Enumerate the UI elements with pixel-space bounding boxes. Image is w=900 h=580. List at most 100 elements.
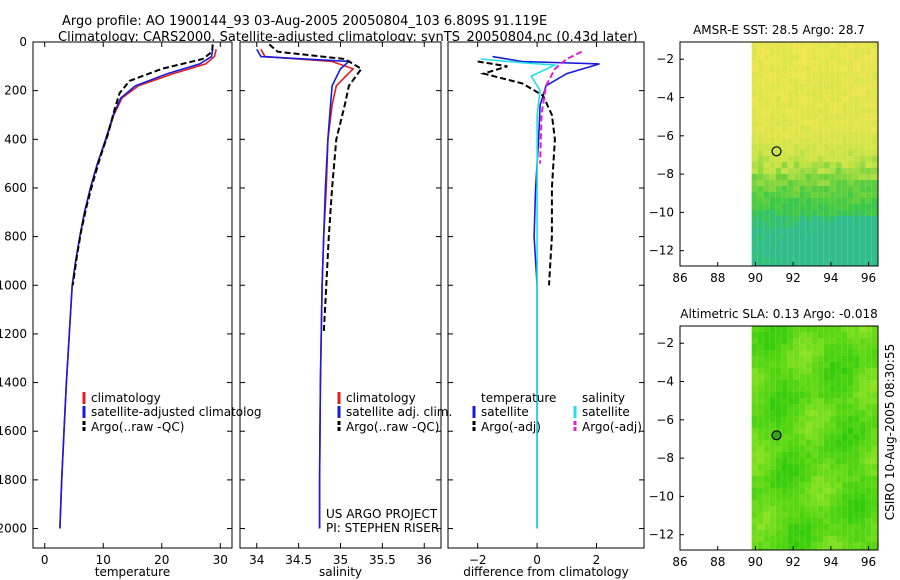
amsr-sst-map-cell — [871, 48, 878, 54]
altimetric-sla-map-cell — [757, 392, 764, 398]
amsr-sst-map-cell — [841, 162, 848, 168]
amsr-sst-map-cell — [799, 162, 806, 168]
altimetric-sla-map-cell — [853, 476, 860, 482]
amsr-sst-map-cell — [787, 174, 794, 180]
amsr-sst-map-cell — [799, 234, 806, 240]
amsr-sst-map-cell — [841, 96, 848, 102]
altimetric-sla-map-cell — [811, 344, 818, 350]
amsr-sst-map-cell — [793, 180, 800, 186]
altimetric-sla-map-cell — [871, 326, 878, 332]
amsr-sst-map-cell — [751, 72, 758, 78]
amsr-sst-map-cell — [823, 234, 830, 240]
salinity-xtick-label: 34.5 — [285, 553, 312, 567]
amsr-sst-map-cell — [805, 138, 812, 144]
altimetric-sla-map-cell — [865, 494, 872, 500]
amsr-sst-map-cell — [847, 48, 854, 54]
amsr-sst-map-cell — [775, 132, 782, 138]
amsr-sst-map-cell — [811, 198, 818, 204]
amsr-sst-map-cell — [835, 186, 842, 192]
amsr-sst-map-cell — [793, 72, 800, 78]
altimetric-sla-map-cell — [763, 488, 770, 494]
amsr-sst-map-cell — [787, 258, 794, 264]
amsr-sst-map-cell — [811, 228, 818, 234]
altimetric-sla-map-cell — [847, 494, 854, 500]
amsr-sst-map-cell — [865, 174, 872, 180]
amsr-sst-map-cell — [865, 156, 872, 162]
altimetric-sla-map-cell — [775, 392, 782, 398]
altimetric-sla-map-cell — [787, 404, 794, 410]
amsr-sst-map-cell — [829, 150, 836, 156]
amsr-sst-map-cell — [847, 114, 854, 120]
amsr-sst-map-cell — [853, 228, 860, 234]
amsr-sst-map-cell — [847, 60, 854, 66]
altimetric-sla-map-cell — [835, 464, 842, 470]
amsr-sst-map-cell — [793, 66, 800, 72]
altimetric-sla-map-cell — [781, 548, 788, 550]
altimetric-sla-map-cell — [835, 350, 842, 356]
amsr-sst-map-cell — [823, 126, 830, 132]
amsr-sst-map-cell — [757, 174, 764, 180]
altimetric-sla-map-cell — [787, 470, 794, 476]
altimetric-sla-map-cell — [859, 530, 866, 536]
altimetric-sla-map-cell — [811, 374, 818, 380]
amsr-sst-map-cell — [829, 204, 836, 210]
amsr-sst-map-cell — [817, 78, 824, 84]
temperature-ytick-label: 1800 — [0, 473, 27, 487]
amsr-sst-map-cell — [865, 96, 872, 102]
altimetric-sla-map-cell — [811, 398, 818, 404]
altimetric-sla-map-cell — [811, 458, 818, 464]
temperature-ytick-label: 600 — [4, 181, 27, 195]
altimetric-sla-map-cell — [865, 512, 872, 518]
amsr-sst-map-cell — [835, 138, 842, 144]
amsr-sst-map-cell — [829, 222, 836, 228]
altimetric-sla-map-cell — [817, 410, 824, 416]
amsr-sst-map-cell — [817, 90, 824, 96]
amsr-sst-map-cell — [859, 120, 866, 126]
amsr-sst-map-cell — [871, 258, 878, 264]
altimetric-sla-map-cell — [793, 428, 800, 434]
amsr-sst-map-cell — [757, 66, 764, 72]
altimetric-sla-map-cell — [751, 368, 758, 374]
altimetric-sla-map-cell — [871, 464, 878, 470]
amsr-sst-map-cell — [805, 96, 812, 102]
amsr-sst-map-cell — [853, 258, 860, 264]
amsr-sst-map-cell — [835, 150, 842, 156]
temperature-xtick-label: 0 — [41, 553, 49, 567]
altimetric-sla-map-cell — [865, 536, 872, 542]
altimetric-sla-map-cell — [853, 536, 860, 542]
amsr-sst-map-cell — [787, 198, 794, 204]
altimetric-sla-map-cell — [817, 536, 824, 542]
salinity-series-2-line — [268, 43, 363, 334]
amsr-sst-map-cell — [811, 252, 818, 258]
altimetric-sla-map-cell — [871, 380, 878, 386]
amsr-sst-map-cell — [841, 126, 848, 132]
altimetric-sla-map-cell — [817, 428, 824, 434]
amsr-sst-map-ytick-label: −8 — [656, 167, 674, 181]
altimetric-sla-map-cell — [835, 536, 842, 542]
altimetric-sla-map-cell — [805, 482, 812, 488]
amsr-sst-map-cell — [829, 138, 836, 144]
altimetric-sla-map-cell — [823, 410, 830, 416]
amsr-sst-map-cell — [787, 168, 794, 174]
altimetric-sla-map-cell — [817, 392, 824, 398]
altimetric-sla-map-cell — [793, 368, 800, 374]
amsr-sst-map-cell — [757, 186, 764, 192]
altimetric-sla-map-cell — [775, 494, 782, 500]
altimetric-sla-map-cell — [859, 350, 866, 356]
amsr-sst-map-cell — [757, 126, 764, 132]
altimetric-sla-map-cell — [865, 500, 872, 506]
altimetric-sla-map-cell — [847, 452, 854, 458]
amsr-sst-map-cell — [829, 252, 836, 258]
altimetric-sla-map-cell — [763, 482, 770, 488]
difference-legend-salinity-heading: salinity — [582, 391, 625, 405]
amsr-sst-map-cell — [763, 96, 770, 102]
amsr-sst-map-cell — [763, 180, 770, 186]
amsr-sst-map-cell — [757, 222, 764, 228]
amsr-sst-map-cell — [793, 120, 800, 126]
amsr-sst-map-cell — [859, 264, 866, 266]
altimetric-sla-map-cell — [829, 506, 836, 512]
amsr-sst-map-cell — [787, 240, 794, 246]
altimetric-sla-map-cell — [841, 434, 848, 440]
amsr-sst-map-cell — [853, 60, 860, 66]
amsr-sst-map-cell — [763, 48, 770, 54]
